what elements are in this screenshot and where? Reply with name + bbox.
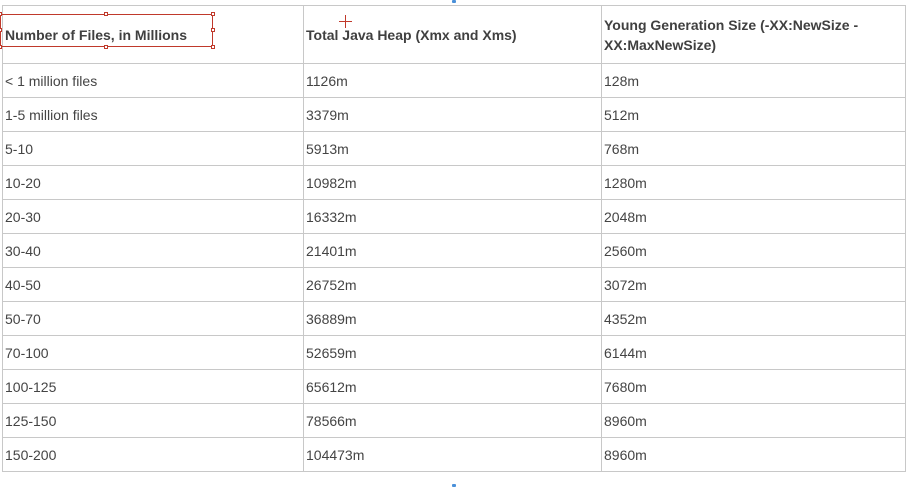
table-row: 125-150 78566m 8960m [2, 403, 906, 438]
cell-young-gen[interactable]: 4352m [601, 301, 906, 336]
table-row: 1-5 million files 3379m 512m [2, 97, 906, 132]
cell-files[interactable]: 30-40 [2, 233, 304, 268]
table-row: 30-40 21401m 2560m [2, 233, 906, 268]
cell-heap[interactable]: 5913m [303, 131, 602, 166]
cell-heap[interactable]: 21401m [303, 233, 602, 268]
table-row: 150-200 104473m 8960m [2, 437, 906, 472]
heap-size-table: Number of Files, in Millions Total Java … [2, 5, 906, 472]
cell-heap[interactable]: 36889m [303, 301, 602, 336]
cell-files[interactable]: 150-200 [2, 437, 304, 472]
table-bottom-anchor-icon[interactable] [452, 484, 456, 487]
cell-heap[interactable]: 104473m [303, 437, 602, 472]
crosshair-cursor-icon [339, 15, 352, 28]
cell-young-gen[interactable]: 8960m [601, 403, 906, 438]
cell-files[interactable]: 1-5 million files [2, 97, 304, 132]
table-row: 20-30 16332m 2048m [2, 199, 906, 234]
cell-files[interactable]: 125-150 [2, 403, 304, 438]
cell-young-gen[interactable]: 8960m [601, 437, 906, 472]
cell-files[interactable]: < 1 million files [2, 63, 304, 98]
cell-files[interactable]: 10-20 [2, 165, 304, 200]
cell-files[interactable]: 40-50 [2, 267, 304, 302]
cell-files[interactable]: 5-10 [2, 131, 304, 166]
table-row: 40-50 26752m 3072m [2, 267, 906, 302]
table-row: 50-70 36889m 4352m [2, 301, 906, 336]
cell-heap[interactable]: 78566m [303, 403, 602, 438]
heap-size-table-container: Number of Files, in Millions Total Java … [2, 5, 906, 472]
cell-heap[interactable]: 1126m [303, 63, 602, 98]
cell-files[interactable]: 70-100 [2, 335, 304, 370]
cell-heap[interactable]: 52659m [303, 335, 602, 370]
table-row: 100-125 65612m 7680m [2, 369, 906, 404]
cell-young-gen[interactable]: 1280m [601, 165, 906, 200]
cell-heap[interactable]: 65612m [303, 369, 602, 404]
cell-heap[interactable]: 26752m [303, 267, 602, 302]
table-row: 10-20 10982m 1280m [2, 165, 906, 200]
table-header-row: Number of Files, in Millions Total Java … [2, 5, 906, 64]
cell-young-gen[interactable]: 128m [601, 63, 906, 98]
cell-heap[interactable]: 3379m [303, 97, 602, 132]
header-number-of-files[interactable]: Number of Files, in Millions [2, 5, 304, 64]
table-row: < 1 million files 1126m 128m [2, 63, 906, 98]
cell-files[interactable]: 100-125 [2, 369, 304, 404]
cell-young-gen[interactable]: 2560m [601, 233, 906, 268]
cell-young-gen[interactable]: 6144m [601, 335, 906, 370]
table-row: 5-10 5913m 768m [2, 131, 906, 166]
cell-young-gen[interactable]: 512m [601, 97, 906, 132]
cell-files[interactable]: 20-30 [2, 199, 304, 234]
table-top-anchor-icon[interactable] [452, 0, 456, 3]
table-row: 70-100 52659m 6144m [2, 335, 906, 370]
cell-heap[interactable]: 10982m [303, 165, 602, 200]
cell-young-gen[interactable]: 2048m [601, 199, 906, 234]
header-young-generation-size[interactable]: Young Generation Size (-XX:NewSize -XX:M… [601, 5, 906, 64]
header-total-java-heap[interactable]: Total Java Heap (Xmx and Xms) [303, 5, 602, 64]
cell-files[interactable]: 50-70 [2, 301, 304, 336]
cell-young-gen[interactable]: 768m [601, 131, 906, 166]
cell-young-gen[interactable]: 7680m [601, 369, 906, 404]
cell-heap[interactable]: 16332m [303, 199, 602, 234]
cell-young-gen[interactable]: 3072m [601, 267, 906, 302]
